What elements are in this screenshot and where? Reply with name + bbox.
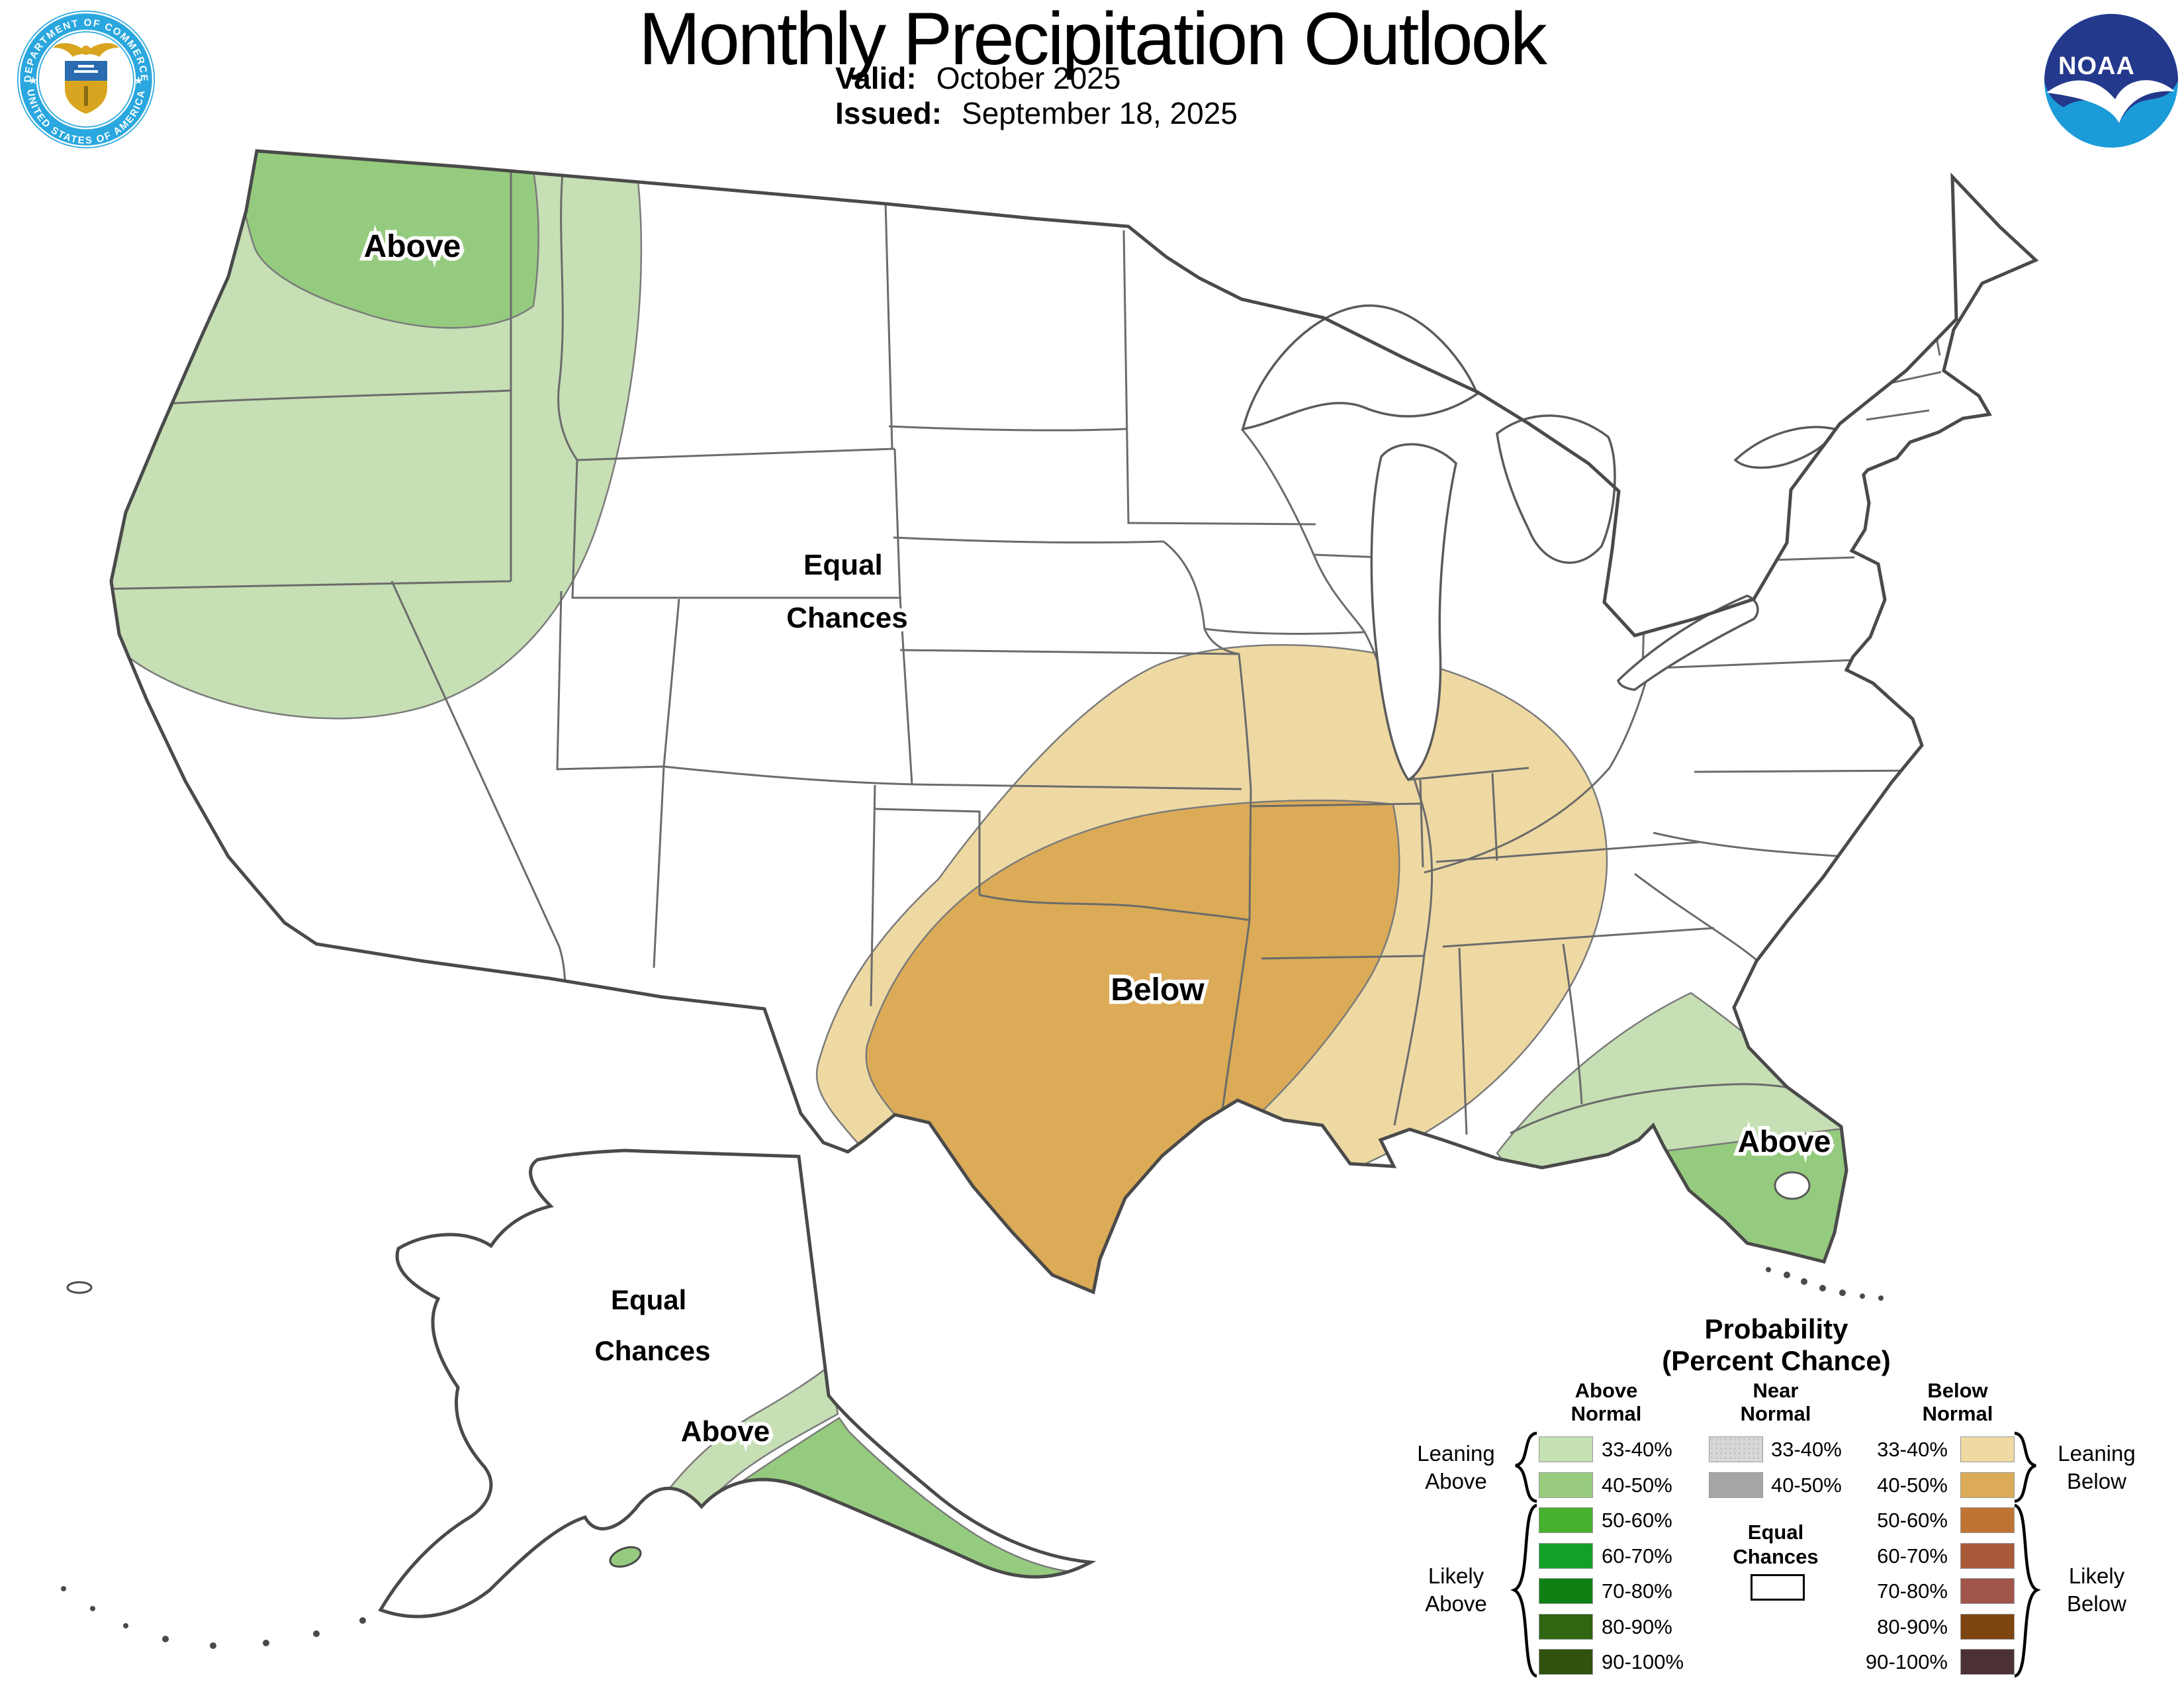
- swatch-below-90-100: [1960, 1649, 2015, 1675]
- valid-value: October 2025: [936, 61, 1121, 95]
- legend-equal-chances-box: [1751, 1574, 1805, 1601]
- great-lakes: [1241, 304, 1837, 782]
- legend-header-below-normal: Below Normal: [1922, 1379, 1993, 1425]
- range-above-90-100: 90-100%: [1602, 1650, 1684, 1673]
- legend-leaning-below: Leaning Below: [2058, 1441, 2136, 1493]
- issued-label: Issued:: [835, 96, 942, 130]
- label-florida-above: Above: [1738, 1124, 1831, 1158]
- noaa-gull-icon: [2046, 80, 2175, 123]
- legend-likely-above: Likely Above: [1425, 1564, 1487, 1616]
- range-above-40-50: 40-50%: [1602, 1474, 1672, 1497]
- doc-star-left-icon: ★: [28, 75, 38, 87]
- range-above-60-70: 60-70%: [1602, 1544, 1672, 1568]
- legend-header-near-normal: Near Normal: [1740, 1379, 1811, 1425]
- range-near-40-50: 40-50%: [1771, 1474, 1842, 1497]
- range-above-33-40: 33-40%: [1602, 1438, 1672, 1461]
- swatch-above-60-70: [1539, 1543, 1593, 1569]
- doc-shield-icon: [65, 61, 107, 114]
- doc-eagle-icon: [53, 43, 119, 57]
- swatch-near-40-50: [1709, 1472, 1763, 1498]
- brace-likely-above: [1510, 1503, 1538, 1678]
- range-above-80-90: 80-90%: [1602, 1615, 1672, 1638]
- state-borders: [111, 167, 1942, 1135]
- legend-braces: [1510, 1431, 2041, 1678]
- kodiak-island: [609, 1546, 642, 1568]
- valid-row: Valid: October 2025: [835, 61, 1238, 96]
- brace-leaning-below: [2014, 1431, 2036, 1503]
- label-alaska-equal-chances: Equal Chances: [594, 1284, 710, 1366]
- range-above-50-60: 50-60%: [1602, 1509, 1672, 1532]
- swatch-below-50-60: [1960, 1507, 2015, 1533]
- brace-likely-below: [2013, 1503, 2041, 1678]
- range-below-33-40: 33-40%: [1877, 1438, 1948, 1461]
- range-below-90-100: 90-100%: [1865, 1650, 1948, 1673]
- noaa-text: NOAA: [2058, 52, 2135, 80]
- issued-value: September 18, 2025: [962, 96, 1238, 130]
- range-below-40-50: 40-50%: [1877, 1474, 1948, 1497]
- swatch-near-33-40: [1709, 1436, 1763, 1462]
- label-pnw-above: Above: [364, 229, 461, 264]
- lake-superior: [1241, 304, 1479, 431]
- swatch-below-33-40: [1960, 1436, 2015, 1462]
- page-title: Monthly Precipitation Outlook: [639, 0, 1547, 80]
- legend-title: Probability: [1704, 1313, 1848, 1344]
- range-near-33-40: 33-40%: [1771, 1438, 1842, 1461]
- range-below-50-60: 50-60%: [1877, 1509, 1948, 1532]
- label-central-equal-chances: Equal Chances: [786, 549, 907, 634]
- lake-michigan: [1370, 443, 1457, 782]
- doc-seal: DEPARTMENT OF COMMERCE UNITED STATES OF …: [17, 11, 155, 148]
- label-south-below: Below: [1111, 972, 1205, 1008]
- legend-header-above-normal: Above Normal: [1570, 1379, 1642, 1425]
- legend-leaning-above: Leaning Above: [1417, 1441, 1495, 1493]
- lake-huron: [1496, 414, 1616, 564]
- aleutian-islands: [61, 1586, 366, 1649]
- brace-leaning-above: [1515, 1431, 1537, 1503]
- swatch-above-70-80: [1539, 1578, 1593, 1604]
- legend-equal-chances-label: Equal Chances: [1733, 1521, 1819, 1568]
- legend-subtitle: (Percent Chance): [1662, 1345, 1891, 1376]
- range-below-80-90: 80-90%: [1877, 1615, 1948, 1638]
- noaa-logo: NOAA: [2044, 14, 2178, 148]
- range-above-70-80: 70-80%: [1602, 1579, 1672, 1603]
- range-below-60-70: 60-70%: [1877, 1544, 1948, 1568]
- swatch-above-80-90: [1539, 1614, 1593, 1640]
- lake-erie: [1617, 594, 1759, 691]
- swatch-below-60-70: [1960, 1543, 2015, 1569]
- swatch-above-40-50: [1539, 1472, 1593, 1498]
- issued-row: Issued: September 18, 2025: [835, 96, 1238, 131]
- swatch-below-40-50: [1960, 1472, 2015, 1498]
- doc-star-right-icon: ★: [134, 75, 143, 87]
- lake-okeechobee: [1774, 1171, 1811, 1200]
- valid-label: Valid:: [835, 61, 917, 95]
- issue-block: Valid: October 2025 Issued: September 18, …: [835, 61, 1238, 131]
- range-below-70-80: 70-80%: [1877, 1579, 1948, 1603]
- swatch-above-33-40: [1539, 1436, 1593, 1462]
- swatch-below-80-90: [1960, 1614, 2015, 1640]
- region-above-pnw-40-50: [230, 151, 540, 329]
- label-alaska-above: Above: [681, 1415, 770, 1448]
- legend-likely-below: Likely Below: [2067, 1564, 2126, 1616]
- florida-keys: [1766, 1267, 1884, 1301]
- swatch-below-70-80: [1960, 1578, 2015, 1604]
- swatch-above-90-100: [1539, 1649, 1593, 1675]
- swatch-above-50-60: [1539, 1507, 1593, 1533]
- st-lawrence-island: [66, 1281, 93, 1294]
